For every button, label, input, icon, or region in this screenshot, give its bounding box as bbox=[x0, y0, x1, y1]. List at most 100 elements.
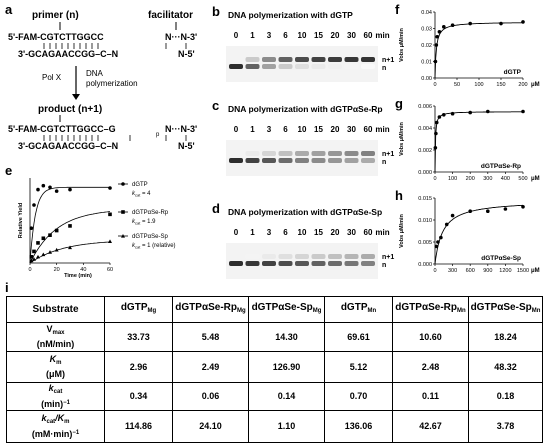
data-point bbox=[436, 240, 440, 244]
data-point bbox=[450, 111, 455, 116]
gel-band-n1 bbox=[344, 254, 359, 259]
cell: 33.73 bbox=[104, 322, 173, 352]
panel-letter-d: d bbox=[212, 201, 220, 216]
gel-band-n1 bbox=[278, 151, 293, 156]
gel-band-n1 bbox=[262, 57, 276, 62]
base-pair-lines-2 bbox=[43, 135, 187, 141]
cell: 136.06 bbox=[324, 410, 393, 443]
gel-time-label: 30 bbox=[347, 125, 356, 134]
process-label-2: polymerization bbox=[86, 79, 138, 88]
x-tick-label: 20 bbox=[54, 267, 60, 273]
fit-curve bbox=[29, 186, 110, 264]
cell: 0.70 bbox=[324, 382, 393, 411]
kcat-k: k bbox=[132, 243, 136, 249]
gel-band-n1 bbox=[295, 57, 309, 62]
gel-time-label: 1 bbox=[250, 125, 255, 134]
gel-title: DNA polymerization with dGTPαSe-Sp bbox=[228, 207, 382, 217]
data-point bbox=[434, 131, 438, 136]
gel-band-n bbox=[311, 64, 326, 69]
header-dgtp-mg: dGTPMg bbox=[104, 296, 173, 323]
kcat-sub: cat bbox=[135, 193, 141, 198]
gel-band-n bbox=[328, 64, 342, 69]
row-label-kcat-km: kcat/Km (mM·min)−1 bbox=[6, 410, 105, 443]
data-point bbox=[503, 207, 508, 211]
cell: 10.60 bbox=[392, 322, 469, 352]
band-label-n: n bbox=[382, 159, 386, 166]
data-point bbox=[433, 146, 438, 150]
cell: 42.67 bbox=[392, 410, 469, 443]
data-point bbox=[450, 23, 455, 28]
legend-marker bbox=[121, 234, 125, 238]
gel-band-n bbox=[311, 261, 326, 266]
gel-time-label: min bbox=[375, 31, 389, 40]
y-tick-label: 0.005 bbox=[418, 240, 432, 246]
gel-band-n1 bbox=[328, 57, 342, 62]
data-point bbox=[437, 30, 442, 34]
data-point bbox=[41, 236, 46, 241]
gel-band-n1 bbox=[295, 151, 309, 156]
x-tick-label: 300 bbox=[448, 268, 457, 274]
data-point bbox=[439, 235, 443, 240]
gel-band-n1 bbox=[295, 254, 309, 259]
kcat-sub: cat bbox=[135, 221, 141, 226]
gel-time-label: 20 bbox=[331, 125, 340, 134]
facil-top-1: N···N-3' bbox=[165, 32, 197, 42]
series-label: dGTP bbox=[504, 69, 522, 76]
cell: 3.78 bbox=[468, 410, 543, 443]
x-unit-label: μM bbox=[531, 82, 540, 88]
gel-time-label: 60 bbox=[364, 228, 373, 237]
fit-curve bbox=[434, 204, 523, 265]
facilitator-label: facilitator bbox=[148, 10, 193, 21]
data-point bbox=[68, 187, 72, 192]
chart-kinetics-dgtp: 0 50 100 150 200 0.00 0.01 0.02 0.03 0.04 μM Vobs μ… bbox=[399, 10, 540, 88]
cell: 0.14 bbox=[248, 382, 325, 411]
cell: 126.90 bbox=[248, 351, 325, 383]
y-axis-label: Vobs μM/min bbox=[399, 27, 405, 61]
row-label-vmax: Vmax (nM/min) bbox=[6, 322, 105, 352]
facil-bot-1: N-5' bbox=[178, 49, 195, 59]
panel-letter-e: e bbox=[5, 163, 13, 178]
legend-marker bbox=[121, 210, 125, 214]
x-tick-label: 50 bbox=[454, 82, 460, 88]
y-tick-label: 0.02 bbox=[421, 43, 432, 49]
band-label-n: n bbox=[382, 262, 386, 269]
y-tick-label: 0.004 bbox=[418, 126, 432, 132]
panel-letter-a: a bbox=[5, 2, 13, 17]
fit-curve bbox=[29, 241, 111, 264]
band-label-n1: n+1 bbox=[382, 151, 394, 158]
header-rp-mn: dGTPαSe-RpMn bbox=[392, 296, 469, 323]
data-point bbox=[48, 233, 52, 237]
gel-time-label: 60 bbox=[364, 31, 373, 40]
phosphate-label: p bbox=[156, 132, 160, 138]
table-row-kcat: kcat (min)−1 0.34 0.06 0.14 0.70 0.11 0.1… bbox=[6, 382, 543, 411]
gel-time-label: 30 bbox=[347, 31, 356, 40]
data-point bbox=[434, 43, 439, 47]
kcat-sub: cat bbox=[135, 245, 141, 250]
chart-kinetics-rp: 0 100 200 300 400 500 0.000 0.002 0.004 0.006 μM Vo… bbox=[399, 104, 540, 182]
gel-band-n1 bbox=[328, 254, 342, 259]
panel-letter-g: g bbox=[395, 96, 403, 111]
x-tick-label: 150 bbox=[496, 82, 505, 88]
gel-band-n1 bbox=[311, 57, 326, 62]
data-point bbox=[450, 213, 455, 218]
x-unit-label: μM bbox=[531, 176, 540, 182]
header-sp-mn: dGTPαSe-SpMn bbox=[468, 296, 543, 323]
gel-time-label: 3 bbox=[267, 31, 272, 40]
data-point bbox=[32, 203, 36, 207]
gel-band-n bbox=[278, 261, 293, 266]
gel-time-label: 15 bbox=[314, 31, 323, 40]
base-pair-lines-1 bbox=[43, 43, 187, 49]
gel-band-n1 bbox=[311, 254, 326, 259]
cell: 1.10 bbox=[248, 410, 325, 443]
gel-time-label: 10 bbox=[298, 31, 307, 40]
cell: 18.24 bbox=[468, 322, 543, 352]
gel-time-label: 0 bbox=[234, 125, 239, 134]
data-point bbox=[108, 239, 112, 243]
gel-band-n1 bbox=[262, 151, 276, 156]
kcat-value: = 4 bbox=[140, 191, 151, 197]
data-point bbox=[54, 228, 59, 233]
gel-band-n bbox=[229, 158, 243, 163]
gel-panel: DNA polymerization with dGTPαSe-Rp 0 1 3 6 10… bbox=[226, 104, 394, 176]
gel-band-n1 bbox=[361, 254, 375, 259]
gel-band-n bbox=[344, 64, 359, 69]
